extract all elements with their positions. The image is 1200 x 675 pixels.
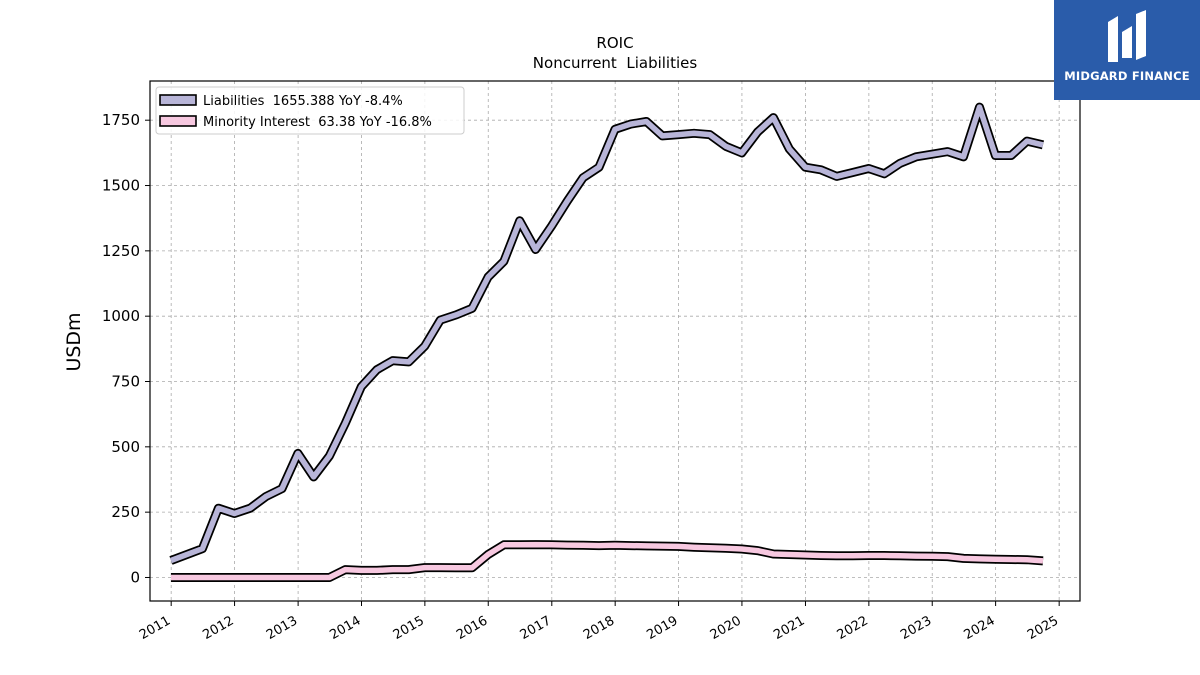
series-lines — [169, 102, 1045, 582]
brand-name: MIDGARD FINANCE — [1064, 69, 1190, 83]
legend-swatch-minority-interest — [159, 115, 197, 127]
x-tick-label: 2012 — [200, 613, 236, 643]
x-tick-label: 2015 — [391, 613, 427, 643]
legend-label-minority-interest: Minority Interest 63.38 YoY -16.8% — [203, 115, 432, 130]
y-tick-label: 1500 — [102, 177, 140, 195]
legend-label-liabilities: Liabilities 1655.388 YoY -8.4% — [203, 94, 403, 109]
x-tick-label: 2020 — [708, 613, 744, 643]
legend: Liabilities 1655.388 YoY -8.4% Minority … — [155, 86, 465, 135]
x-tick-label: 2019 — [644, 613, 680, 643]
brand-logo: MIDGARD FINANCE — [1054, 0, 1200, 100]
grid-lines — [150, 81, 1080, 601]
series-line-outline — [169, 102, 1045, 565]
y-tick-label: 0 — [130, 568, 140, 586]
x-tick-label: 2023 — [898, 613, 934, 643]
legend-swatch-liabilities — [159, 94, 197, 106]
y-tick-label: 1250 — [102, 242, 140, 260]
x-tick-label: 2018 — [581, 613, 617, 643]
chart-subtitle: Noncurrent Liabilities — [533, 54, 698, 72]
y-tick-label: 500 — [111, 438, 140, 456]
x-tick-label: 2013 — [264, 613, 300, 643]
x-tick-label: 2017 — [518, 613, 554, 643]
x-tick-label: 2014 — [327, 613, 363, 643]
series-liabilities — [169, 102, 1045, 565]
series-minority-interest — [171, 540, 1044, 582]
legend-box — [155, 86, 465, 135]
series-line — [170, 104, 1044, 564]
y-tick-label: 1750 — [102, 111, 140, 129]
y-tick-label: 250 — [111, 503, 140, 521]
midgard-m-logo-icon — [1108, 10, 1146, 62]
y-axis-label: USDm — [63, 312, 85, 371]
axis-ticks: 0 250 500 750 1000 1250 1500 1750 2011 2012 2013 20… — [102, 111, 1061, 643]
x-tick-label: 2016 — [454, 613, 490, 643]
x-tick-label: 2022 — [835, 613, 871, 643]
y-tick-label: 750 — [111, 373, 140, 391]
series-line-outline — [171, 540, 1044, 582]
series-line — [171, 541, 1044, 581]
x-tick-label: 2024 — [961, 613, 997, 643]
y-tick-label: 1000 — [102, 307, 140, 325]
x-tick-label: 2025 — [1025, 613, 1061, 643]
x-tick-label: 2021 — [771, 613, 807, 643]
chart-title: ROIC — [596, 34, 633, 52]
x-tick-label: 2011 — [137, 613, 173, 643]
